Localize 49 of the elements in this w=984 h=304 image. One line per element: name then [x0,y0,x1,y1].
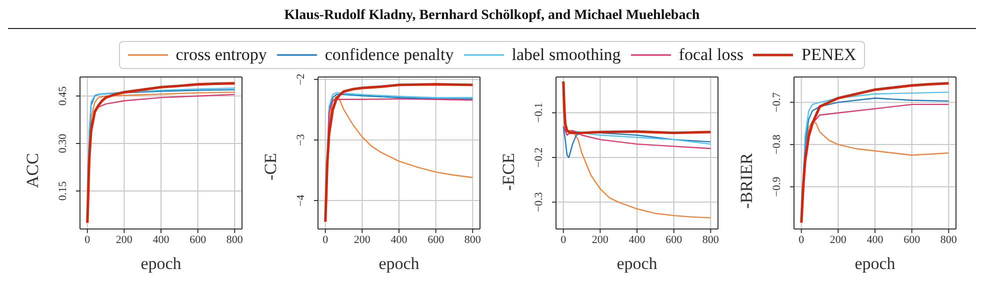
legend-label: confidence penalty [324,45,454,65]
y-axis-title: -ECE [499,153,518,191]
x-tick-label: 800 [940,234,958,246]
legend-label: cross entropy [176,45,267,65]
x-axis-title: epoch [140,254,182,273]
line-series [562,126,712,218]
legend-label: label smoothing [512,45,621,65]
x-tick-label: 400 [390,234,408,246]
y-tick-label: −0.1 [533,102,545,123]
x-tick-label: 200 [830,234,847,246]
y-tick-label: −0.7 [771,92,783,112]
x-tick-label: 0 [322,234,329,246]
y-axis-title: -CE [261,153,280,180]
x-tick-label: 400 [152,234,170,246]
x-tick-label: 800 [464,234,482,246]
x-tick-label: 600 [666,234,683,246]
x-tick-label: 0 [84,234,91,246]
y-tick-label: −4 [295,194,307,206]
y-tick-label: 0.30 [57,133,69,154]
y-tick-label: −0.9 [771,176,783,197]
x-tick-label: 400 [628,234,646,246]
y-tick-label: 0.15 [57,180,69,201]
legend-label: PENEX [801,45,856,65]
x-axis-title: epoch [378,254,420,273]
y-axis-title: ACC [23,153,42,188]
y-tick-label: −3 [295,134,307,146]
x-axis-title: epoch [854,254,896,273]
x-tick-label: 400 [866,234,884,246]
y-tick-label: −0.2 [533,147,545,168]
line-series [562,126,712,150]
x-tick-label: 0 [560,234,567,246]
line-series [562,80,712,134]
x-tick-label: 0 [798,234,805,246]
x-tick-label: 200 [116,234,133,246]
y-tick-label: −0.3 [533,192,545,212]
text: Klaus-Rudolf Kladny, Bernhard Schölkopf, and Michael Muehlebach [8,8,976,29]
legend-label: focal loss [678,45,744,65]
x-tick-label: 200 [592,234,609,246]
x-axis-title: epoch [616,254,658,273]
y-tick-label: 0.45 [57,86,69,106]
x-tick-label: 600 [428,234,445,246]
y-tick-label: −2 [295,74,307,86]
y-tick-label: −0.8 [771,134,783,155]
x-tick-label: 200 [354,234,371,246]
x-tick-label: 600 [904,234,921,246]
x-tick-label: 800 [702,234,720,246]
x-tick-label: 600 [190,234,207,246]
x-tick-label: 800 [226,234,244,246]
y-axis-title: -BRIER [737,152,756,209]
